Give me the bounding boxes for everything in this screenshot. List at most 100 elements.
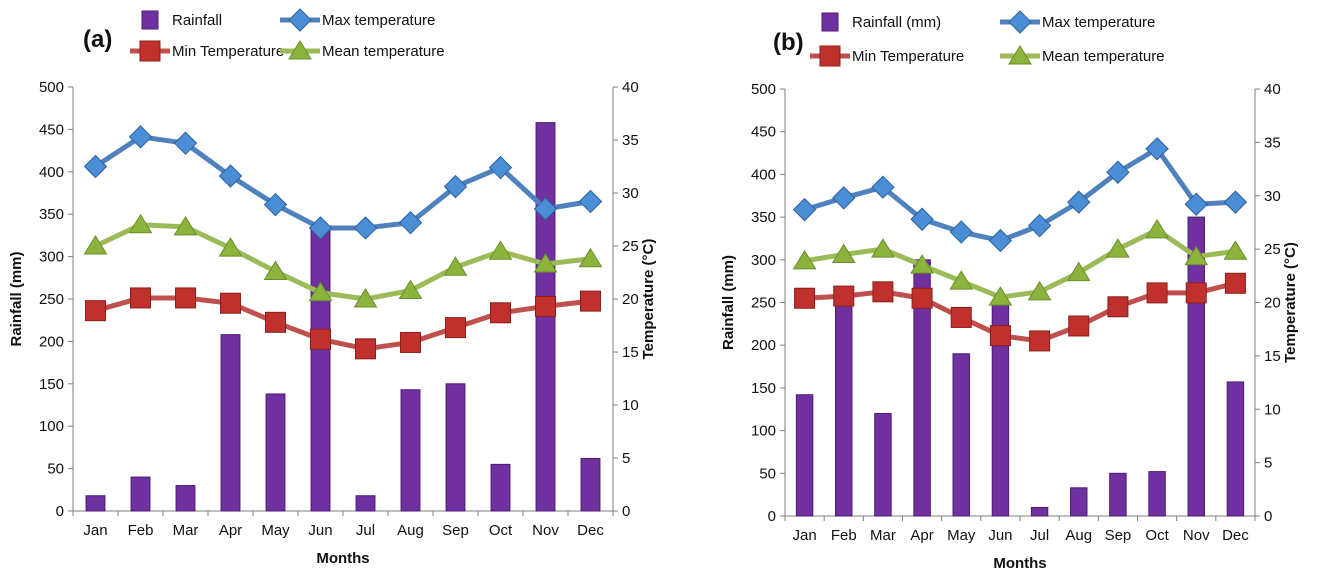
y-tick-label-left: 250: [751, 295, 776, 312]
y-tick-label-left: 400: [751, 166, 776, 183]
y-tick-label-right: 15: [1264, 348, 1281, 365]
rainfall-bar: [130, 476, 151, 512]
y-axis-title-left: Rainfall (mm): [8, 251, 25, 346]
data-point: [173, 215, 198, 236]
y-tick-label-right: 0: [1264, 508, 1272, 525]
y-tick-label-left: 50: [47, 461, 64, 478]
y-tick-label-left: 450: [751, 124, 776, 141]
series-line: [804, 227, 1236, 300]
x-tick-label: Dec: [577, 522, 604, 539]
x-tick-label: Mar: [173, 522, 199, 539]
rainfall-bar: [1030, 506, 1049, 517]
x-tick-label: Dec: [1222, 527, 1249, 544]
y-tick-label-right: 25: [1264, 241, 1281, 258]
data-point: [911, 287, 933, 309]
legend-item: Mean temperature: [1000, 45, 1165, 65]
data-point: [1106, 238, 1130, 258]
data-point: [218, 237, 243, 257]
x-tick-label: Jan: [83, 522, 107, 539]
y-tick-label-left: 450: [39, 121, 64, 138]
data-point: [128, 213, 153, 234]
y-tick-label-left: 200: [751, 337, 776, 354]
rainfall-bar: [952, 353, 970, 517]
legend-item: Mean temperature: [280, 40, 445, 60]
data-point: [398, 279, 423, 300]
x-axis-title: Months: [993, 555, 1046, 572]
data-point: [1224, 272, 1246, 294]
y-axis-title-right: Temperature (°C): [1282, 242, 1299, 363]
data-point: [83, 154, 108, 179]
y-tick-label-left: 0: [768, 508, 776, 525]
y-tick-label-right: 30: [622, 185, 639, 202]
data-point: [533, 253, 558, 273]
legend-label: Min Temperature: [852, 48, 964, 65]
x-tick-label: Feb: [831, 527, 857, 544]
legend-item: Min Temperature: [130, 40, 284, 62]
data-point: [949, 220, 973, 244]
data-point: [400, 331, 421, 353]
legend-marker: [1008, 45, 1032, 65]
rainfall-bar: [85, 495, 106, 512]
x-tick-label: Aug: [397, 522, 424, 539]
data-point: [792, 197, 817, 222]
data-point: [871, 175, 895, 199]
data-point: [794, 287, 816, 309]
data-point: [1185, 282, 1207, 304]
legend-marker: [139, 40, 161, 62]
data-point: [578, 189, 603, 214]
x-axis-title: Months: [316, 550, 369, 567]
legend-label: Max temperature: [322, 12, 435, 29]
data-point: [310, 328, 331, 350]
x-tick-label: Jun: [988, 527, 1012, 544]
data-point: [85, 300, 106, 322]
rainfall-bar: [1109, 472, 1127, 517]
data-point: [83, 235, 108, 255]
data-point: [353, 216, 378, 240]
data-point: [175, 287, 196, 309]
x-tick-label: Apr: [219, 522, 242, 539]
chart-panel-a: (a) Rainfall Max temperature Min Temperatur…: [8, 8, 657, 567]
data-point: [173, 131, 198, 155]
series-line: [94, 295, 591, 352]
legend-marker: [1008, 10, 1032, 34]
y-tick-label-right: 15: [622, 344, 639, 361]
rainfall-bar: [795, 394, 814, 517]
y-tick-label-right: 20: [622, 291, 639, 308]
data-point: [1145, 137, 1169, 161]
rainfall-bar: [1226, 381, 1245, 517]
y-tick-label-right: 25: [622, 238, 639, 255]
y-tick-label-left: 50: [759, 465, 776, 482]
rainfall-bar: [835, 302, 853, 517]
data-point: [1068, 315, 1090, 337]
data-point: [1107, 296, 1129, 318]
legend-marker: [288, 40, 312, 60]
y-tick-label-right: 10: [622, 397, 639, 414]
data-point: [871, 238, 895, 258]
data-point: [1145, 218, 1169, 239]
data-point: [263, 192, 288, 217]
x-tick-label: Oct: [489, 522, 513, 539]
legend-item: Max temperature: [1000, 10, 1155, 34]
y-tick-label-right: 10: [1264, 401, 1281, 418]
y-tick-label-right: 20: [1264, 295, 1281, 312]
x-tick-label: Sep: [442, 522, 469, 539]
data-point: [535, 295, 556, 317]
data-point: [1027, 280, 1052, 301]
y-tick-label-left: 500: [39, 79, 64, 96]
data-point: [988, 286, 1013, 306]
y-tick-label-left: 0: [56, 503, 64, 520]
data-point: [1027, 213, 1052, 238]
data-point: [1146, 282, 1168, 304]
data-point: [445, 317, 466, 339]
legend-item: Max temperature: [280, 8, 435, 32]
y-tick-label-right: 40: [622, 79, 639, 96]
legend-item: Rainfall (mm): [821, 12, 941, 32]
data-point: [580, 290, 601, 312]
legend-label: Min Temperature: [172, 43, 284, 60]
data-point: [1223, 190, 1248, 214]
y-tick-label-left: 500: [751, 81, 776, 98]
data-point: [488, 155, 513, 180]
data-point: [308, 216, 333, 240]
y-tick-label-right: 35: [1264, 134, 1281, 151]
legend-item: Min Temperature: [810, 45, 964, 67]
